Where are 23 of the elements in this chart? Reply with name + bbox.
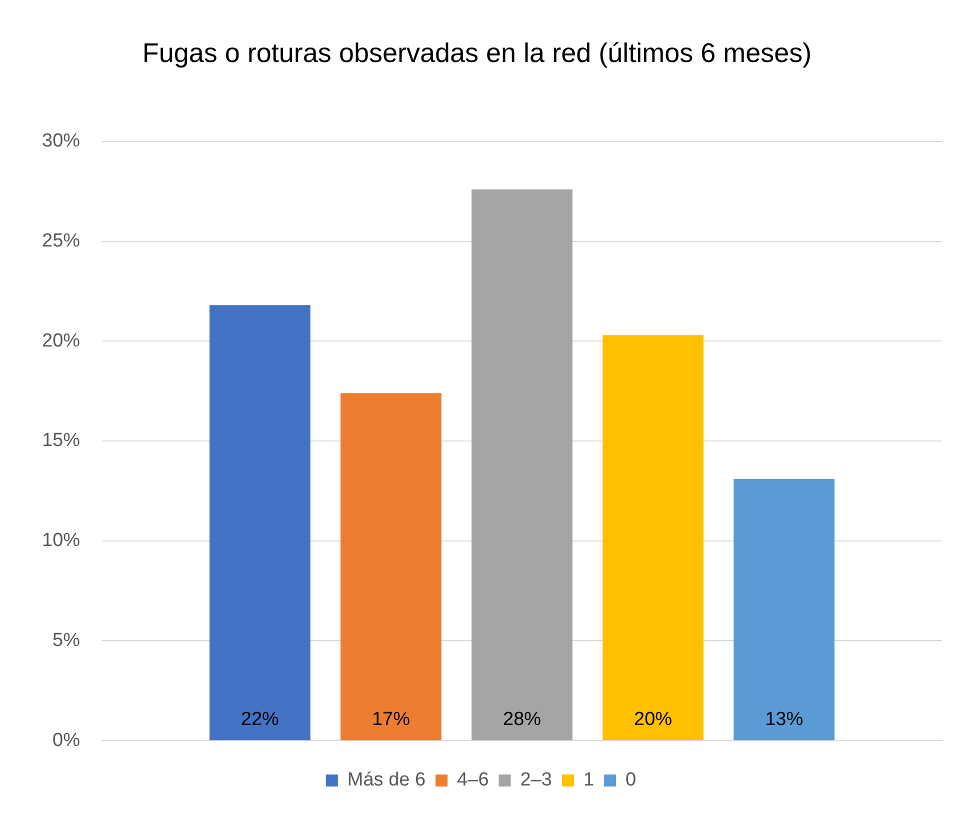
y-tick-label: 20% — [42, 330, 80, 352]
data-label: 20% — [634, 708, 672, 730]
legend-label: 4–6 — [457, 770, 489, 791]
legend-label: 0 — [626, 770, 636, 791]
legend-label: Más de 6 — [347, 770, 426, 791]
legend-label: 2–3 — [520, 770, 552, 791]
bar — [209, 305, 310, 740]
bar — [602, 335, 704, 740]
y-tick-label: 30% — [42, 130, 80, 152]
bar — [734, 478, 835, 740]
y-tick-label: 0% — [52, 730, 80, 751]
y-tick-label: 5% — [52, 630, 80, 651]
data-label: 17% — [372, 708, 410, 730]
y-tick-label: 25% — [42, 230, 80, 252]
data-label: 28% — [503, 708, 542, 730]
bar — [472, 189, 572, 740]
y-tick-label: 10% — [42, 530, 80, 552]
y-tick-label: 15% — [42, 430, 80, 452]
chart-title: Fugas o roturas observadas en la red (últimos 6 meses) — [141, 37, 813, 70]
bar — [340, 393, 442, 740]
legend-label: 1 — [583, 770, 594, 791]
data-label: 13% — [765, 708, 804, 730]
data-label: 22% — [240, 708, 280, 730]
